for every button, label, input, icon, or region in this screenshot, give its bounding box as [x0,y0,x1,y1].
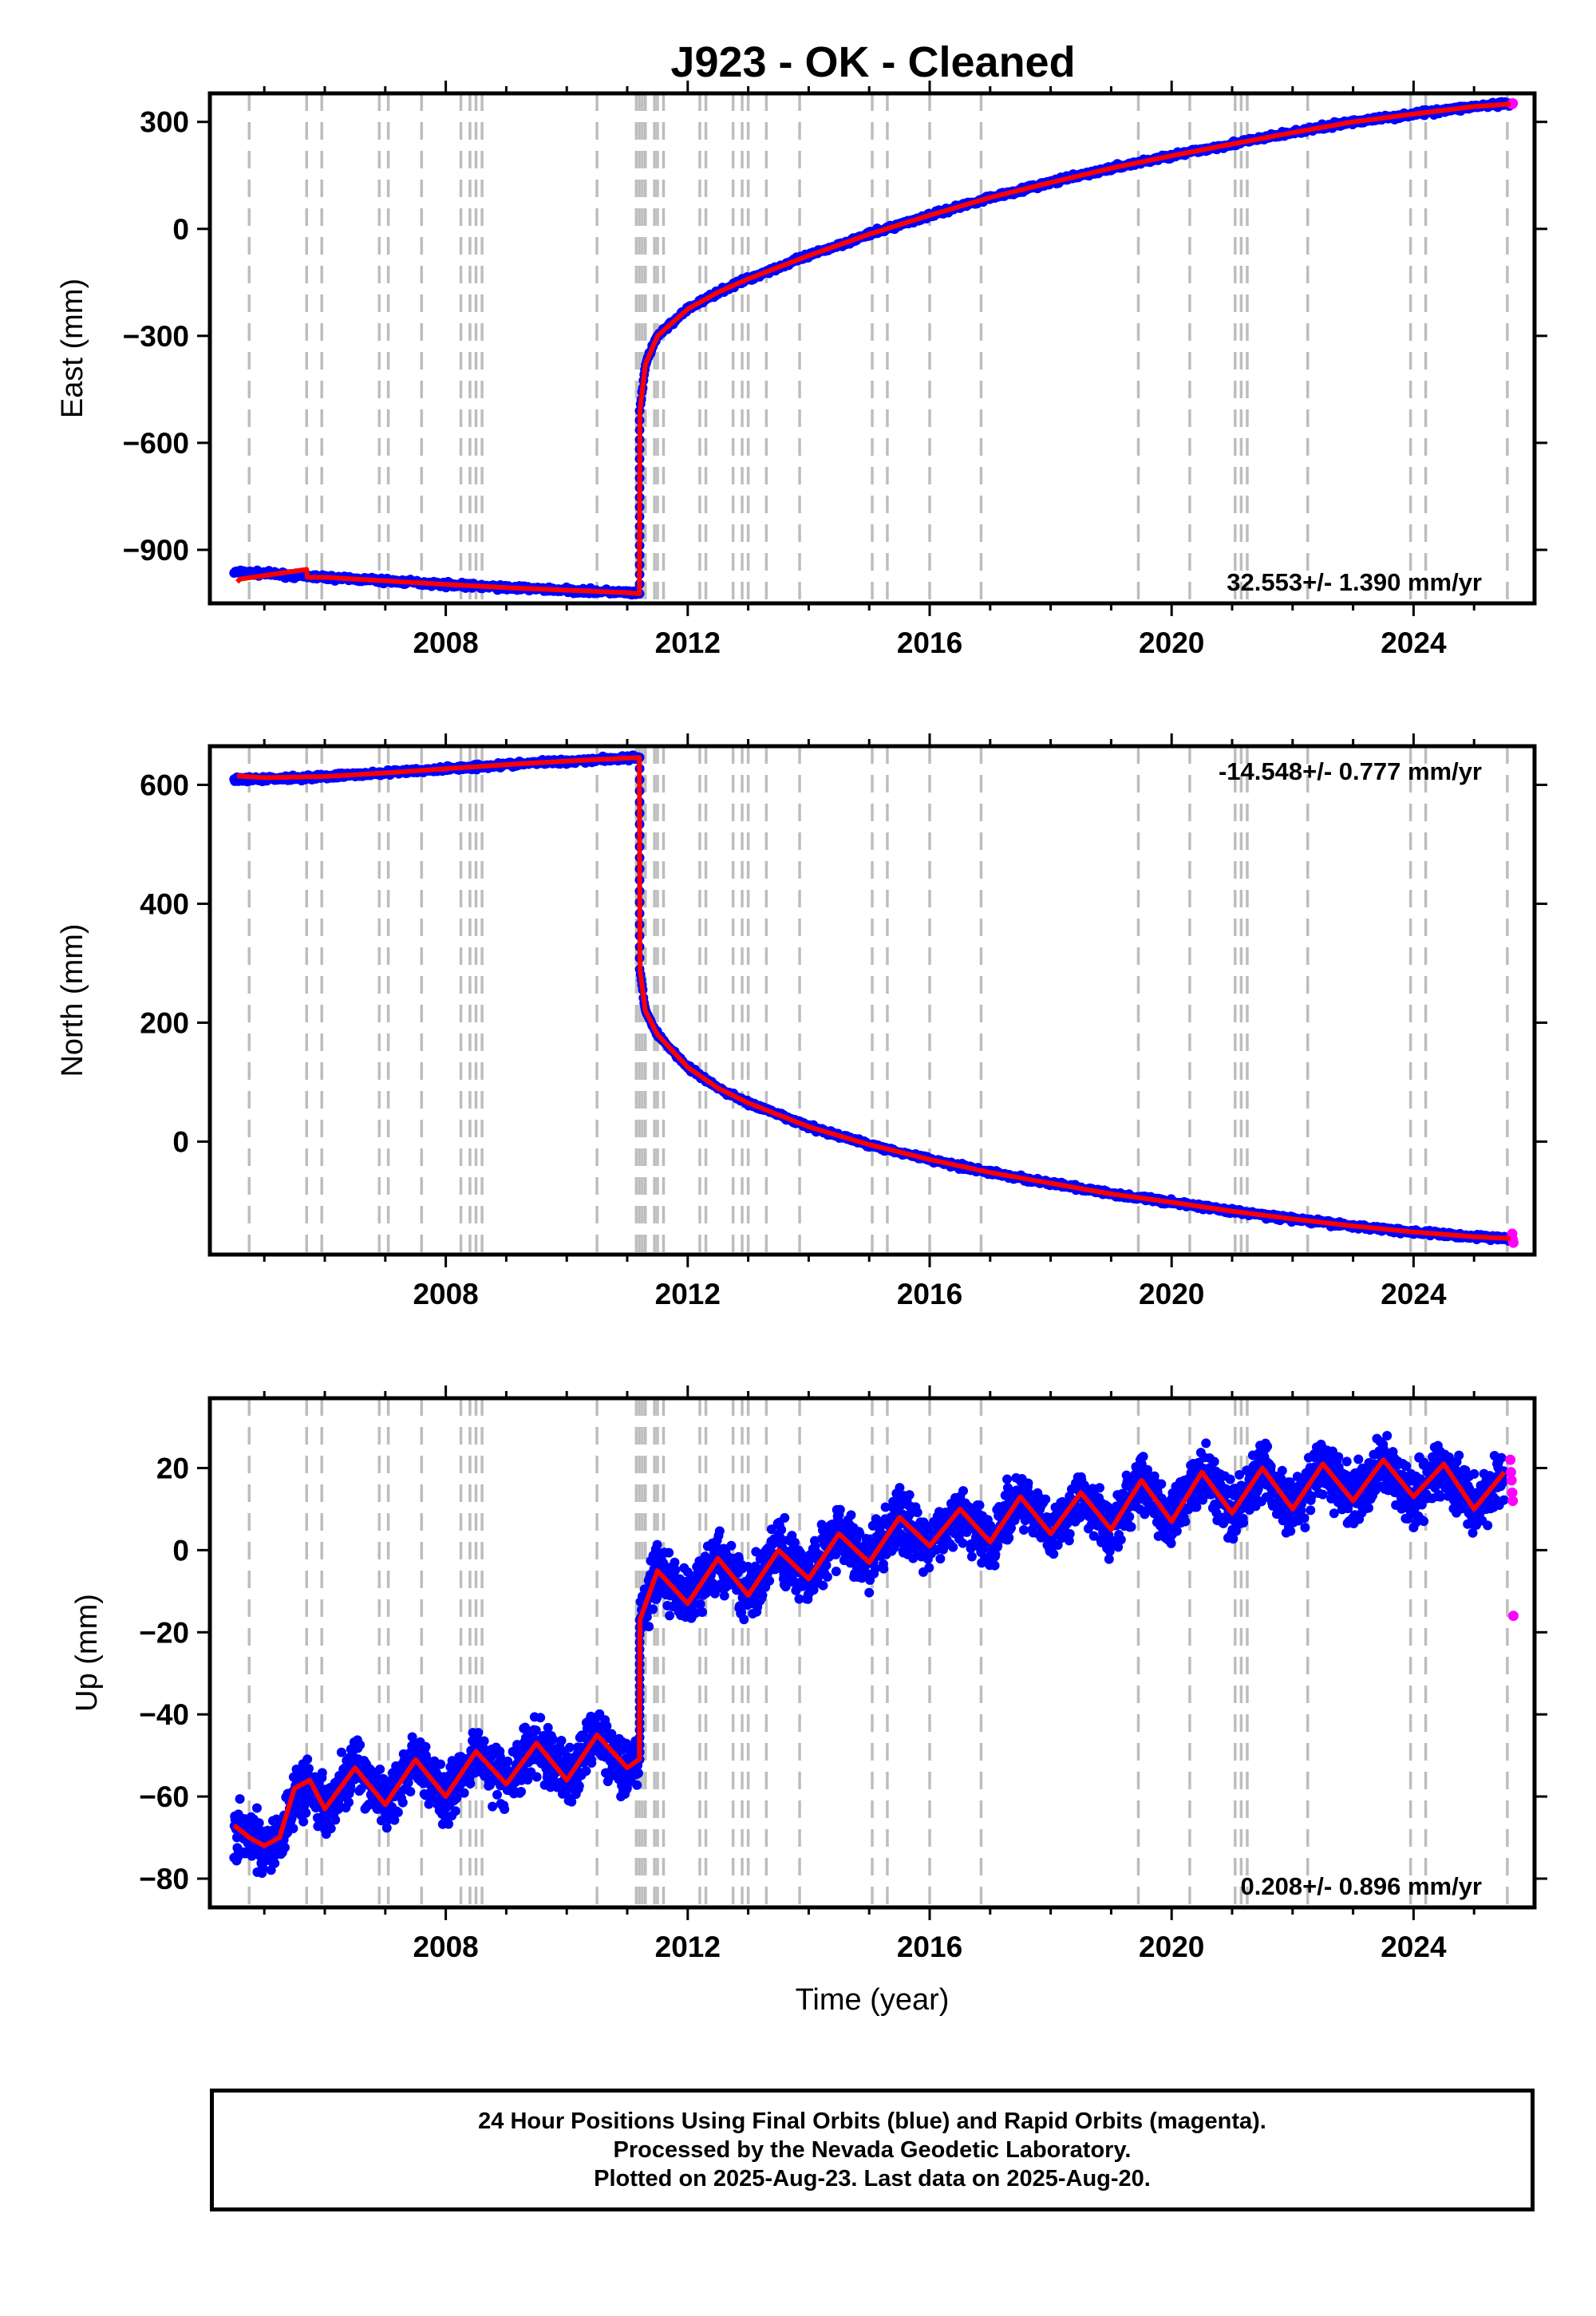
x-tick-label: 2020 [1139,1278,1204,1310]
model-fit-line [235,101,1511,596]
data-point [535,1713,546,1723]
data-point [393,1807,403,1817]
data-point [330,1815,341,1825]
y-tick-label: 200 [140,1006,189,1039]
event-lines [247,93,1509,603]
event-lines [247,746,1509,1255]
y-axis-label: East (mm) [56,279,89,418]
data-point [633,1768,643,1778]
data-point [574,1780,584,1791]
data-point [317,1768,327,1778]
plot-title: J923 - OK - Cleaned [670,38,1075,86]
rate-annotation: 32.553+/- 1.390 mm/yr [1227,568,1482,596]
data-point [254,1818,264,1828]
final-orbit-points [229,750,1515,1246]
y-axis-label: North (mm) [56,923,89,1077]
data-point [492,1789,503,1800]
data-point [375,1764,385,1774]
data-point [251,1803,262,1813]
data-point [465,1778,476,1788]
data-point [648,1604,658,1614]
data-point [644,1622,654,1632]
data-point [500,1804,510,1814]
data-point [397,1797,408,1808]
data-point [336,1747,346,1757]
data-point [326,1824,336,1834]
data-point [279,1842,290,1852]
panel-north: 600 400 200 0 2008 2012 2016 2020 2024 North (mm)… [56,733,1547,1310]
y-tick-label: −300 [123,320,189,353]
data-point [298,1816,309,1827]
data-point [450,1806,460,1816]
data-point [503,1756,513,1766]
data-point [581,1766,591,1777]
x-tick-label: 2012 [655,1278,721,1310]
data-point [459,1788,469,1798]
panels-container: 300 0 −300 −600 −900 2008 2012 2016 2020 2024 East… [56,81,1547,2017]
final-orbit-points [229,97,1515,600]
y-tick-label: −600 [123,427,189,460]
data-point [556,1735,567,1745]
data-point [548,1734,559,1745]
y-tick-label: 600 [140,769,189,801]
data-point [587,1758,597,1769]
data-point [632,1780,642,1790]
data-point [436,1759,446,1769]
data-point [258,1863,268,1874]
y-tick-label: 0 [172,213,189,246]
x-tick-label: 2016 [897,626,962,659]
data-point [421,1741,431,1752]
x-tick-label: 2016 [897,1278,962,1310]
data-point [405,1787,416,1797]
data-point [531,1772,542,1782]
x-tick-label: 2008 [413,626,478,659]
rate-annotation: -14.548+/- 0.777 mm/yr [1219,757,1482,785]
y-tick-label: 0 [172,1125,189,1158]
x-tick-label: 2020 [1139,626,1204,659]
data-point [516,1787,527,1797]
y-tick-label: 400 [140,887,189,920]
data-point [270,1858,280,1868]
data-point [473,1728,484,1738]
x-tick-label: 2012 [655,626,721,659]
data-point [235,1794,245,1804]
data-point [355,1740,365,1750]
x-tick-label: 2024 [1381,1278,1447,1310]
data-point [444,1819,454,1829]
x-tick-label: 2024 [1381,626,1447,659]
data-point [302,1754,313,1765]
data-point [488,1801,498,1812]
y-tick-label: −900 [123,534,189,567]
x-tick-label: 2008 [413,1278,478,1310]
data-point [301,1808,311,1818]
panel-east: 300 0 −300 −600 −900 2008 2012 2016 2020 2024 East… [56,81,1547,659]
data-point [381,1823,392,1833]
data-point [344,1797,354,1808]
data-point [652,1539,662,1550]
data-point [479,1736,489,1746]
model-fit-line [236,755,1511,1241]
y-tick-label: 300 [140,106,189,139]
data-point [288,1824,298,1834]
